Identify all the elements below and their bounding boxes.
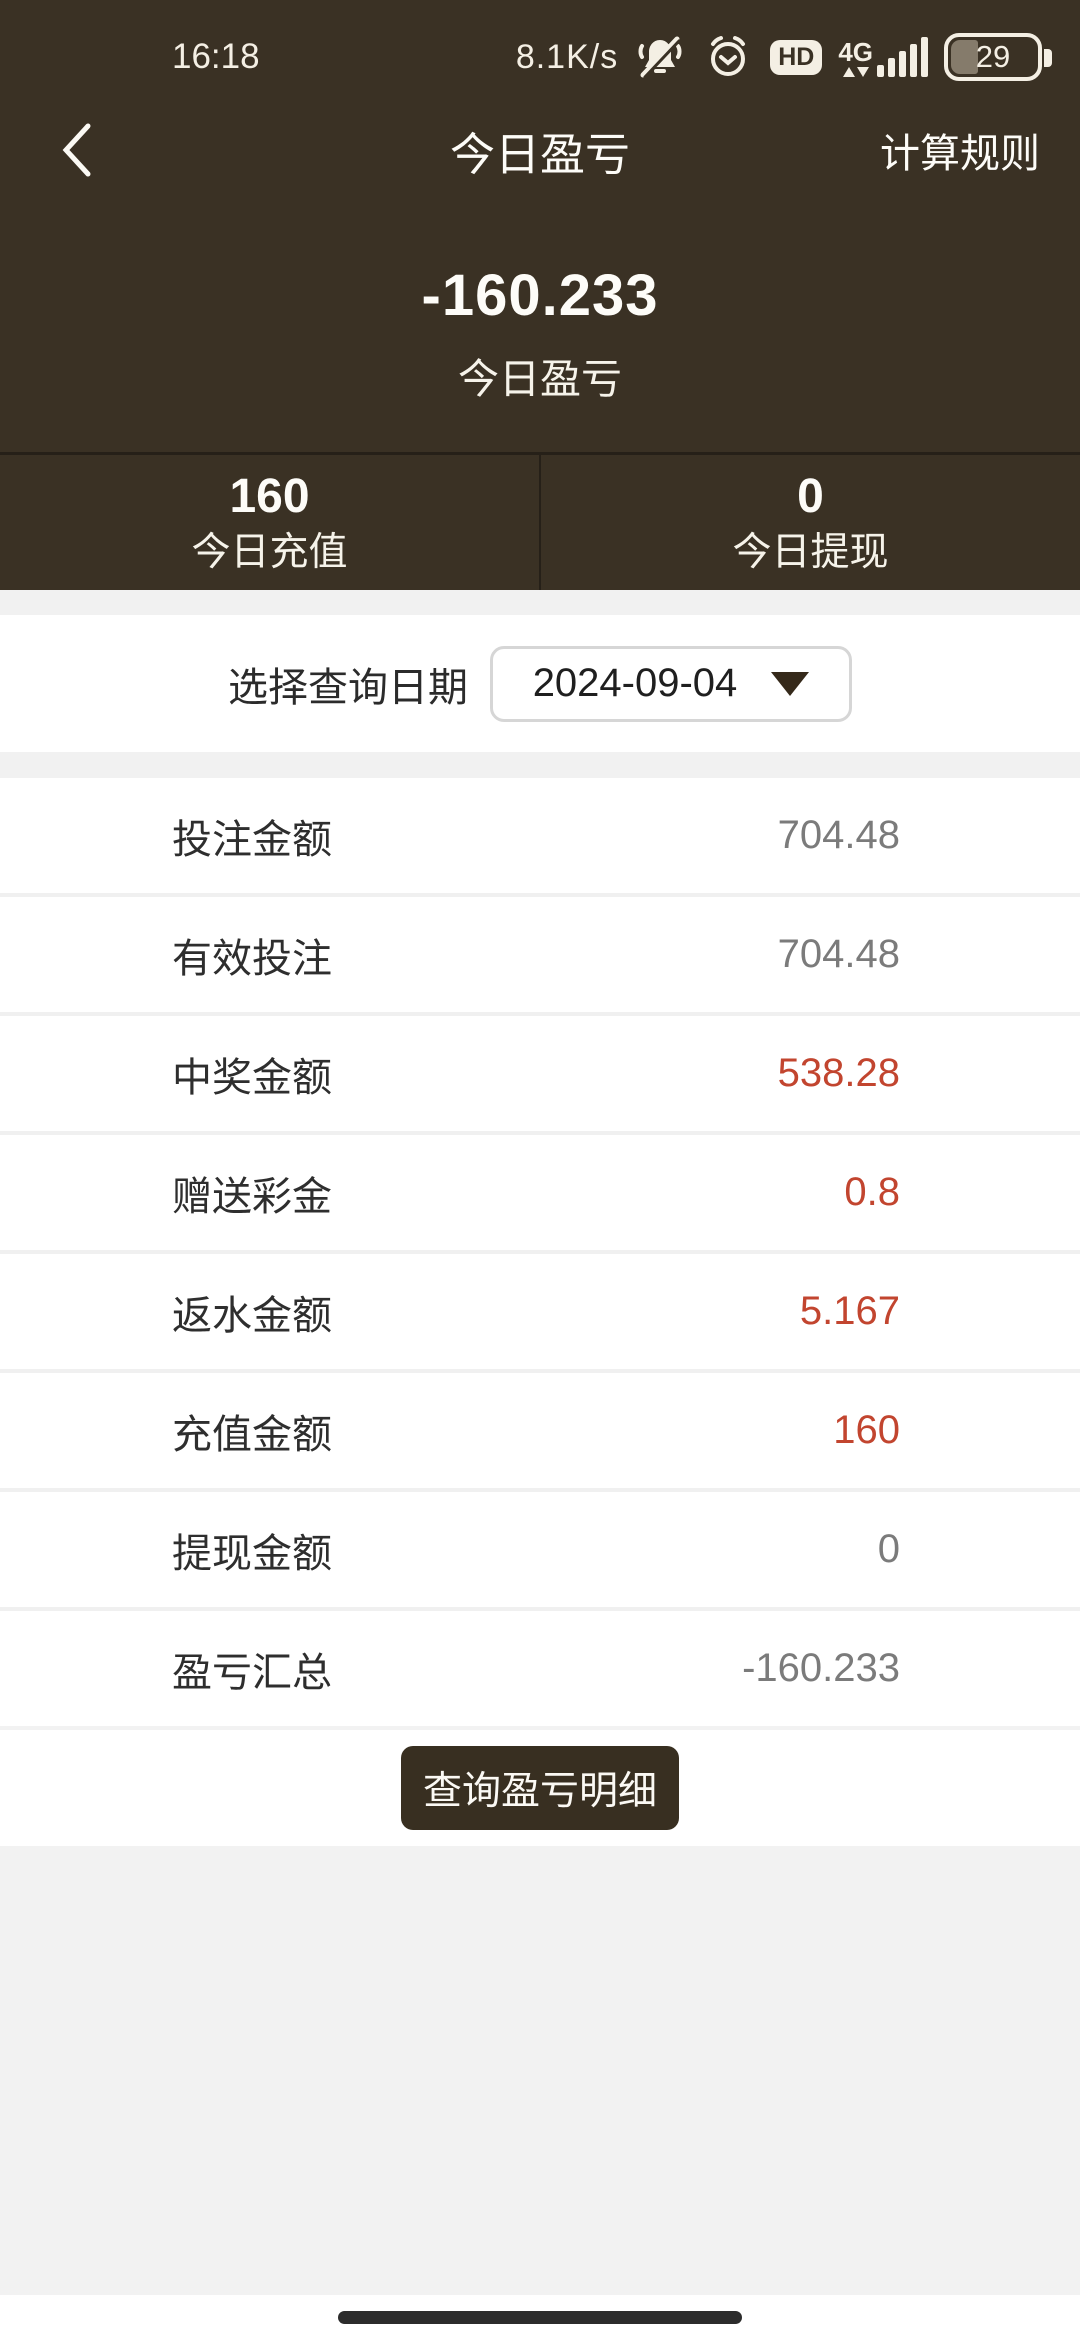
query-detail-button[interactable]: 查询盈亏明细 [401,1746,679,1830]
nav-bar: 今日盈亏 计算规则 [0,110,1080,190]
status-icons: 8.1K/s [515,31,1052,83]
network-speed-text: 8.1K/s [515,37,619,76]
today-deposit-value: 160 [229,470,310,523]
row-label: 投注金额 [172,817,332,862]
status-bar: 16:18 8.1K/s [0,0,1080,92]
row-value: 5.167 [799,1289,900,1333]
battery-nub [1044,49,1052,67]
row-value: 704.48 [777,932,900,976]
today-summary: -160.233 今日盈亏 [0,262,1080,405]
date-select[interactable]: 2024-09-04 [490,645,852,722]
stats-list: 投注金额 704.48 有效投注 704.48 中奖金额 538.28 赠送彩金… [0,778,1080,1726]
battery-icon: 29 [944,33,1052,81]
home-indicator[interactable] [338,2311,742,2324]
table-row: 返水金额 5.167 [0,1254,1080,1369]
battery-percent-text: 29 [975,39,1011,74]
today-stats: 160 今日充值 0 今日提现 [0,452,1080,590]
row-label: 提现金额 [172,1531,332,1576]
bottom-filler [0,1846,1080,2295]
row-label: 赠送彩金 [172,1174,332,1219]
today-withdraw-value: 0 [797,470,824,523]
data-arrows-icon [842,67,869,77]
divider-strip [0,752,1080,778]
today-profit-label: 今日盈亏 [458,356,622,402]
network-type-text: 4G [838,37,873,67]
today-deposit-stat: 160 今日充值 [0,455,539,590]
row-value: 0.8 [844,1170,900,1214]
signal-bars-icon [877,37,928,77]
date-picker-label: 选择查询日期 [228,665,468,710]
table-row: 充值金额 160 [0,1373,1080,1488]
row-value: 160 [833,1408,900,1452]
date-value: 2024-09-04 [532,661,738,705]
row-label: 返水金额 [172,1293,332,1338]
row-label: 有效投注 [172,936,332,981]
table-row: 赠送彩金 0.8 [0,1135,1080,1250]
table-row: 提现金额 0 [0,1492,1080,1607]
table-row: 盈亏汇总 -160.233 [0,1611,1080,1726]
row-label: 盈亏汇总 [172,1650,332,1695]
row-label: 充值金额 [172,1412,332,1457]
cellular-icon: 4G [838,37,928,77]
home-bar-area [0,2295,1080,2340]
row-value: -160.233 [742,1646,900,1690]
today-withdraw-stat: 0 今日提现 [539,455,1080,590]
chevron-left-icon [62,123,91,177]
clock-text: 16:18 [172,37,260,76]
hd-icon: HD [770,39,823,75]
alarm-icon [702,31,754,83]
date-picker-row: 选择查询日期 2024-09-04 [0,615,1080,752]
button-row: 查询盈亏明细 [0,1730,1080,1846]
table-row: 投注金额 704.48 [0,778,1080,893]
table-row: 中奖金额 538.28 [0,1016,1080,1131]
back-button[interactable] [56,115,126,185]
caret-down-icon [771,671,810,696]
calc-rules-link[interactable]: 计算规则 [880,132,1040,176]
row-value: 0 [877,1527,900,1571]
divider-strip [0,590,1080,615]
row-value: 704.48 [777,813,900,857]
table-row: 有效投注 704.48 [0,897,1080,1012]
mute-icon [634,31,686,83]
today-deposit-label: 今日充值 [191,531,348,574]
today-withdraw-label: 今日提现 [732,531,889,574]
today-profit-amount: -160.233 [421,263,659,328]
row-label: 中奖金额 [172,1055,332,1100]
battery-fill [951,40,978,74]
header-section: 16:18 8.1K/s [0,0,1080,590]
row-value: 538.28 [777,1051,900,1095]
